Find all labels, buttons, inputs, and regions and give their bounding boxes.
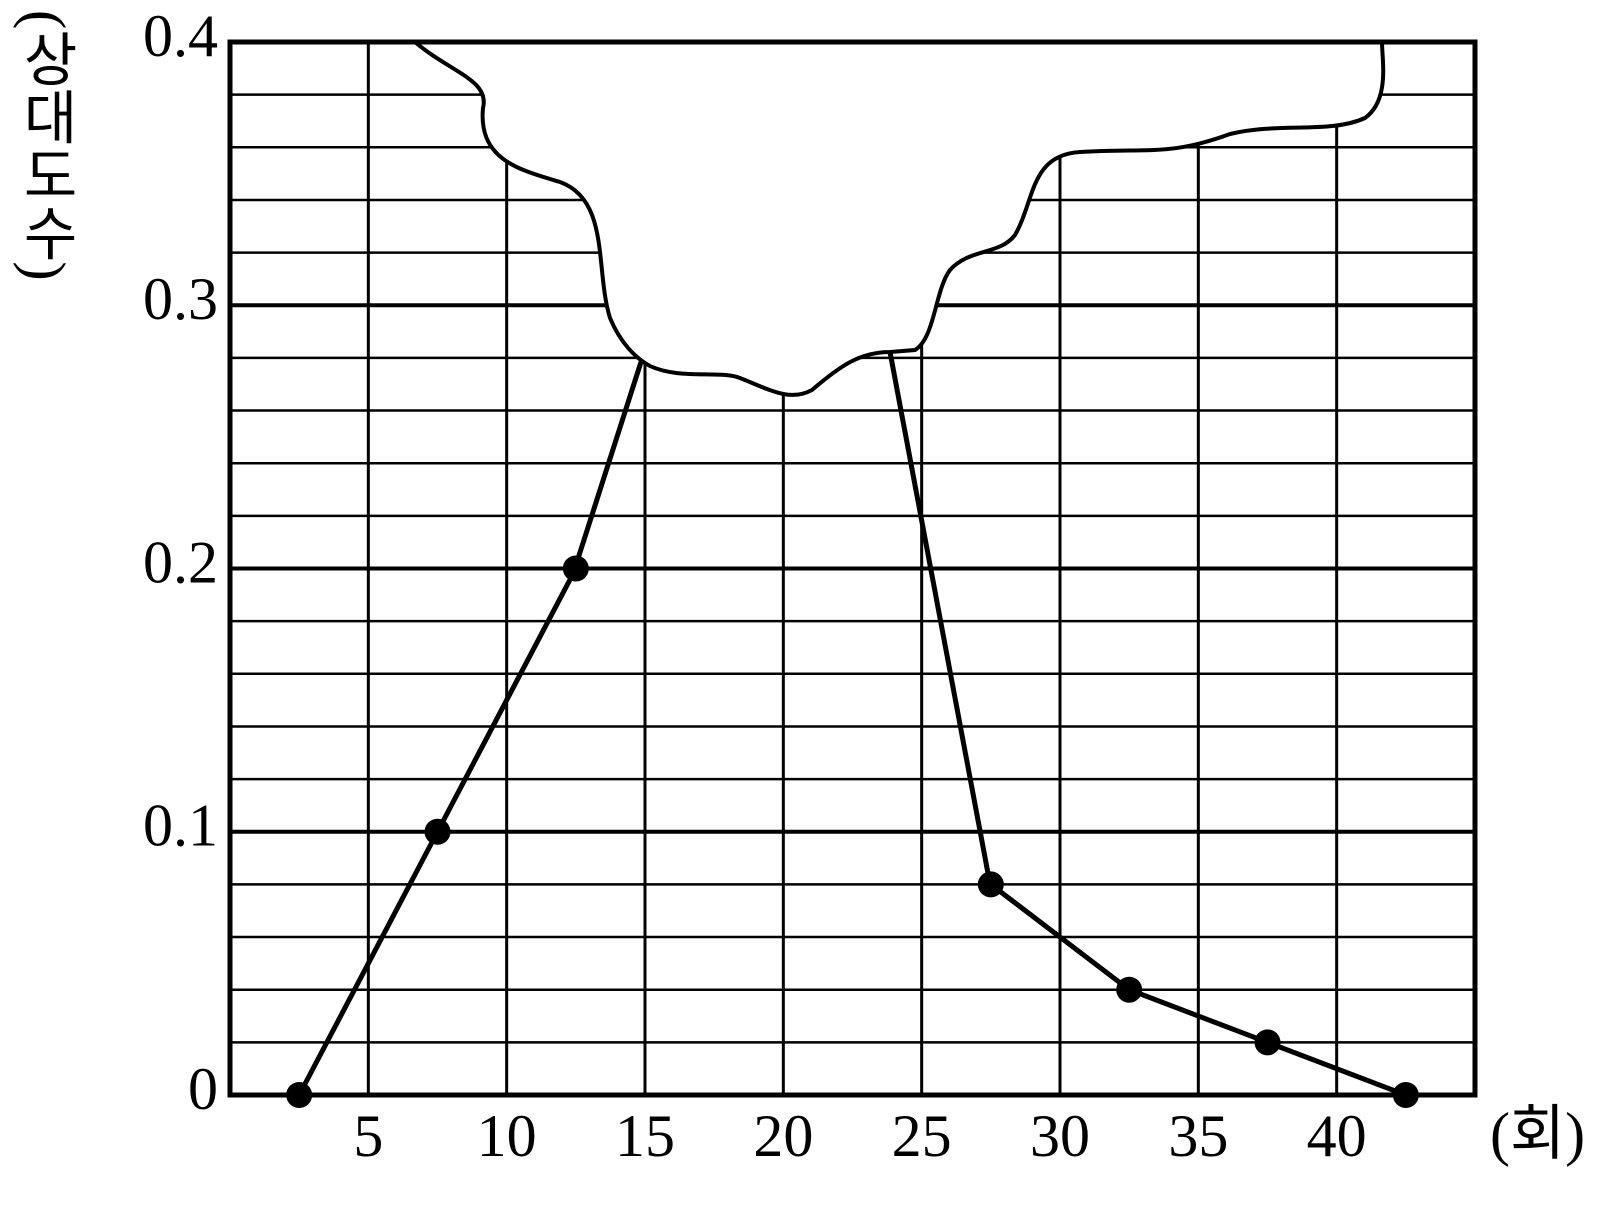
data-point: [1392, 1082, 1419, 1108]
data-point: [1254, 1029, 1281, 1056]
y-axis-label: (상대도수): [13, 10, 78, 281]
data-point: [286, 1082, 313, 1108]
data-point: [1116, 976, 1143, 1003]
line-piece: [572, 361, 644, 569]
x-tick-label: 15: [615, 1103, 675, 1169]
data-line: [989, 882, 1407, 1098]
y-tick-label: 0: [188, 1056, 218, 1122]
x-tick-label: 5: [353, 1103, 383, 1169]
x-tick-label: 25: [892, 1103, 952, 1169]
x-tick-label: 10: [477, 1103, 537, 1169]
marks: [286, 555, 1419, 1108]
torn-area: [409, 40, 1386, 397]
x-tick-label: 20: [753, 1103, 813, 1169]
y-tick-label: 0.4: [143, 3, 218, 69]
plot-frame: [227, 39, 1478, 1098]
x-tick-label: 35: [1168, 1103, 1228, 1169]
line-piece: [887, 351, 993, 885]
x-tick-label: 40: [1307, 1103, 1367, 1169]
y-tick-label: 0.2: [143, 529, 218, 595]
x-axis-label: (회): [1490, 1101, 1585, 1167]
data-point: [977, 871, 1004, 898]
y-tick-label: 0.3: [143, 266, 218, 332]
x-tick-label: 30: [1030, 1103, 1090, 1169]
data-point: [562, 555, 589, 582]
data-point: [424, 818, 451, 845]
y-tick-label: 0.1: [143, 793, 218, 859]
